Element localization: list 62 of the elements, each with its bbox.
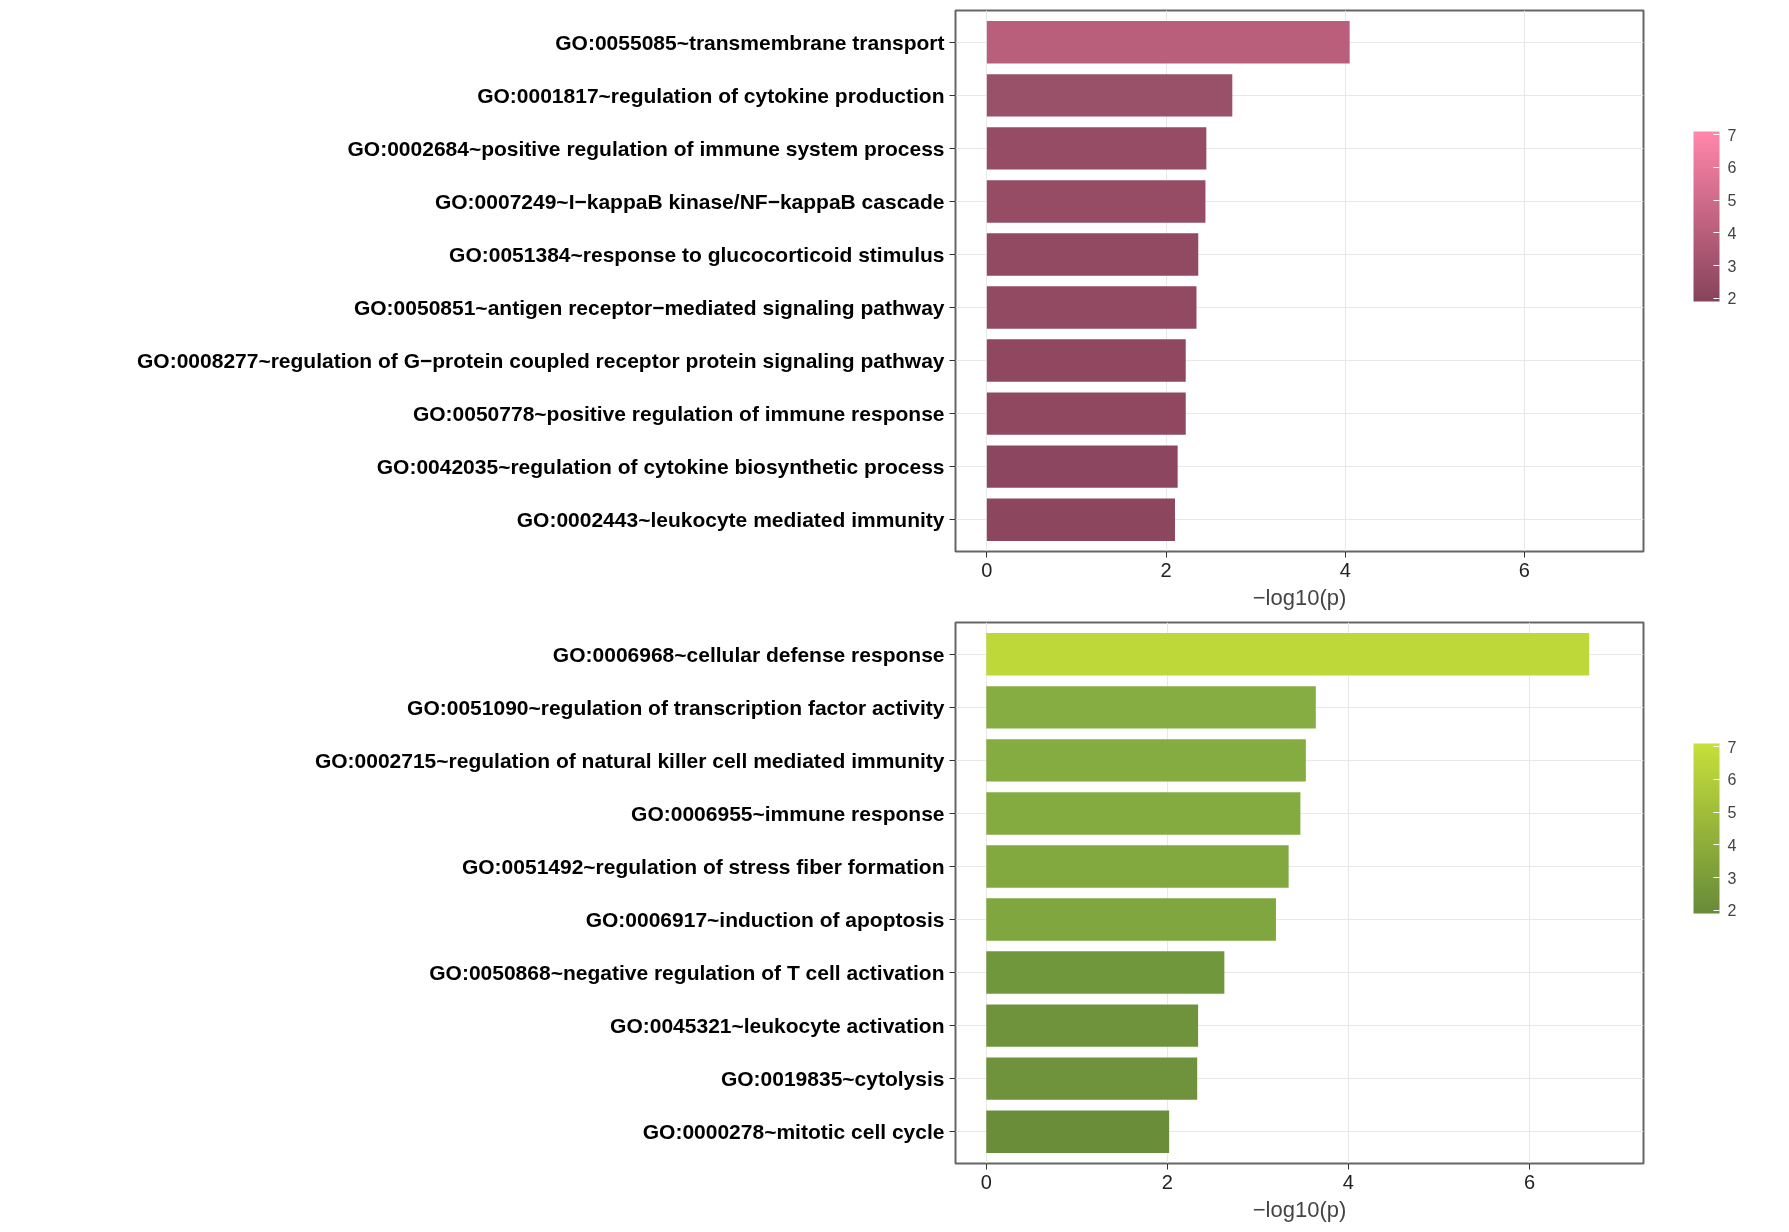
y-tick-label: GO:0006917~induction of apoptosis — [585, 908, 945, 932]
x-tick-label: 2 — [1160, 558, 1172, 581]
bar — [986, 445, 1178, 488]
x-axis-title: −log10(p) — [1252, 584, 1347, 610]
color-bar-label: 3 — [1727, 257, 1737, 275]
color-bar-label: 5 — [1727, 804, 1737, 822]
y-tick-label: GO:0051492~regulation of stress fiber formation — [461, 854, 945, 878]
bar — [986, 127, 1207, 170]
bar — [986, 498, 1175, 541]
y-tick-label: GO:0050778~positive regulation of immune response — [412, 402, 945, 426]
color-bar-label: 4 — [1727, 836, 1737, 854]
bar — [986, 21, 1350, 64]
bar — [986, 180, 1206, 223]
color-bar-label: 4 — [1727, 224, 1737, 242]
bar — [986, 898, 1276, 941]
y-tick-label: GO:0019835~cytolysis — [720, 1067, 945, 1091]
y-tick-label: GO:0050851~antigen receptor−mediated signaling pathway — [353, 296, 945, 320]
x-tick-label: 0 — [980, 1170, 992, 1193]
color-bar-label: 7 — [1727, 126, 1737, 144]
bar — [986, 1004, 1199, 1047]
x-tick-label: 4 — [1342, 1170, 1354, 1193]
x-tick-label: 0 — [981, 558, 993, 581]
bar — [986, 339, 1186, 382]
y-tick-label: GO:0000278~mitotic cell cycle — [642, 1120, 945, 1144]
y-tick-label: GO:0042035~regulation of cytokine biosynthetic process — [376, 455, 945, 479]
color-bar-label: 3 — [1727, 869, 1737, 887]
bar — [986, 233, 1199, 276]
y-tick-label: GO:0050868~negative regulation of T cell activation — [429, 961, 945, 985]
y-tick-label: GO:0002443~leukocyte mediated immunity — [516, 508, 945, 532]
bar — [986, 845, 1289, 888]
color-bar-label: 5 — [1727, 192, 1737, 210]
y-tick-label: GO:0001817~regulation of cytokine production — [477, 83, 945, 107]
y-tick-label: GO:0002684~positive regulation of immune system process — [347, 136, 945, 160]
y-tick-label: GO:0055085~transmembrane transport — [555, 30, 945, 54]
x-tick-label: 6 — [1518, 558, 1530, 581]
bar — [986, 392, 1186, 435]
x-axis-title: −log10(p) — [1252, 1196, 1347, 1222]
y-tick-label: GO:0008277~regulation of G−protein coupled receptor protein signaling pathway — [137, 349, 945, 373]
bar — [986, 74, 1233, 117]
y-tick-label: GO:0007249~I−kappaB kinase/NF−kappaB cascade — [434, 189, 945, 213]
color-bar-label: 2 — [1727, 902, 1737, 920]
bar — [986, 739, 1306, 782]
bar — [986, 1110, 1170, 1153]
bar — [986, 286, 1197, 329]
bar — [986, 633, 1590, 676]
bar — [986, 1057, 1198, 1100]
color-bar-label: 6 — [1727, 771, 1737, 789]
x-tick-label: 6 — [1523, 1170, 1535, 1193]
y-tick-label: GO:0045321~leukocyte activation — [610, 1014, 945, 1038]
color-bar-label: 7 — [1727, 738, 1737, 756]
y-tick-label: GO:0051384~response to glucocorticoid stimulus — [449, 242, 945, 266]
bar — [986, 686, 1316, 729]
y-tick-label: GO:0002715~regulation of natural killer cell mediated immunity — [314, 748, 945, 772]
bar — [986, 951, 1225, 994]
color-bar-label: 6 — [1727, 159, 1737, 177]
y-tick-label: GO:0006955~immune response — [631, 801, 945, 825]
y-tick-label: GO:0051090~regulation of transcription factor activity — [407, 695, 945, 719]
x-tick-label: 2 — [1161, 1170, 1173, 1193]
y-tick-label: GO:0006968~cellular defense response — [552, 642, 945, 666]
color-bar-label: 2 — [1727, 290, 1737, 308]
bar — [986, 792, 1301, 835]
x-tick-label: 4 — [1339, 558, 1351, 581]
